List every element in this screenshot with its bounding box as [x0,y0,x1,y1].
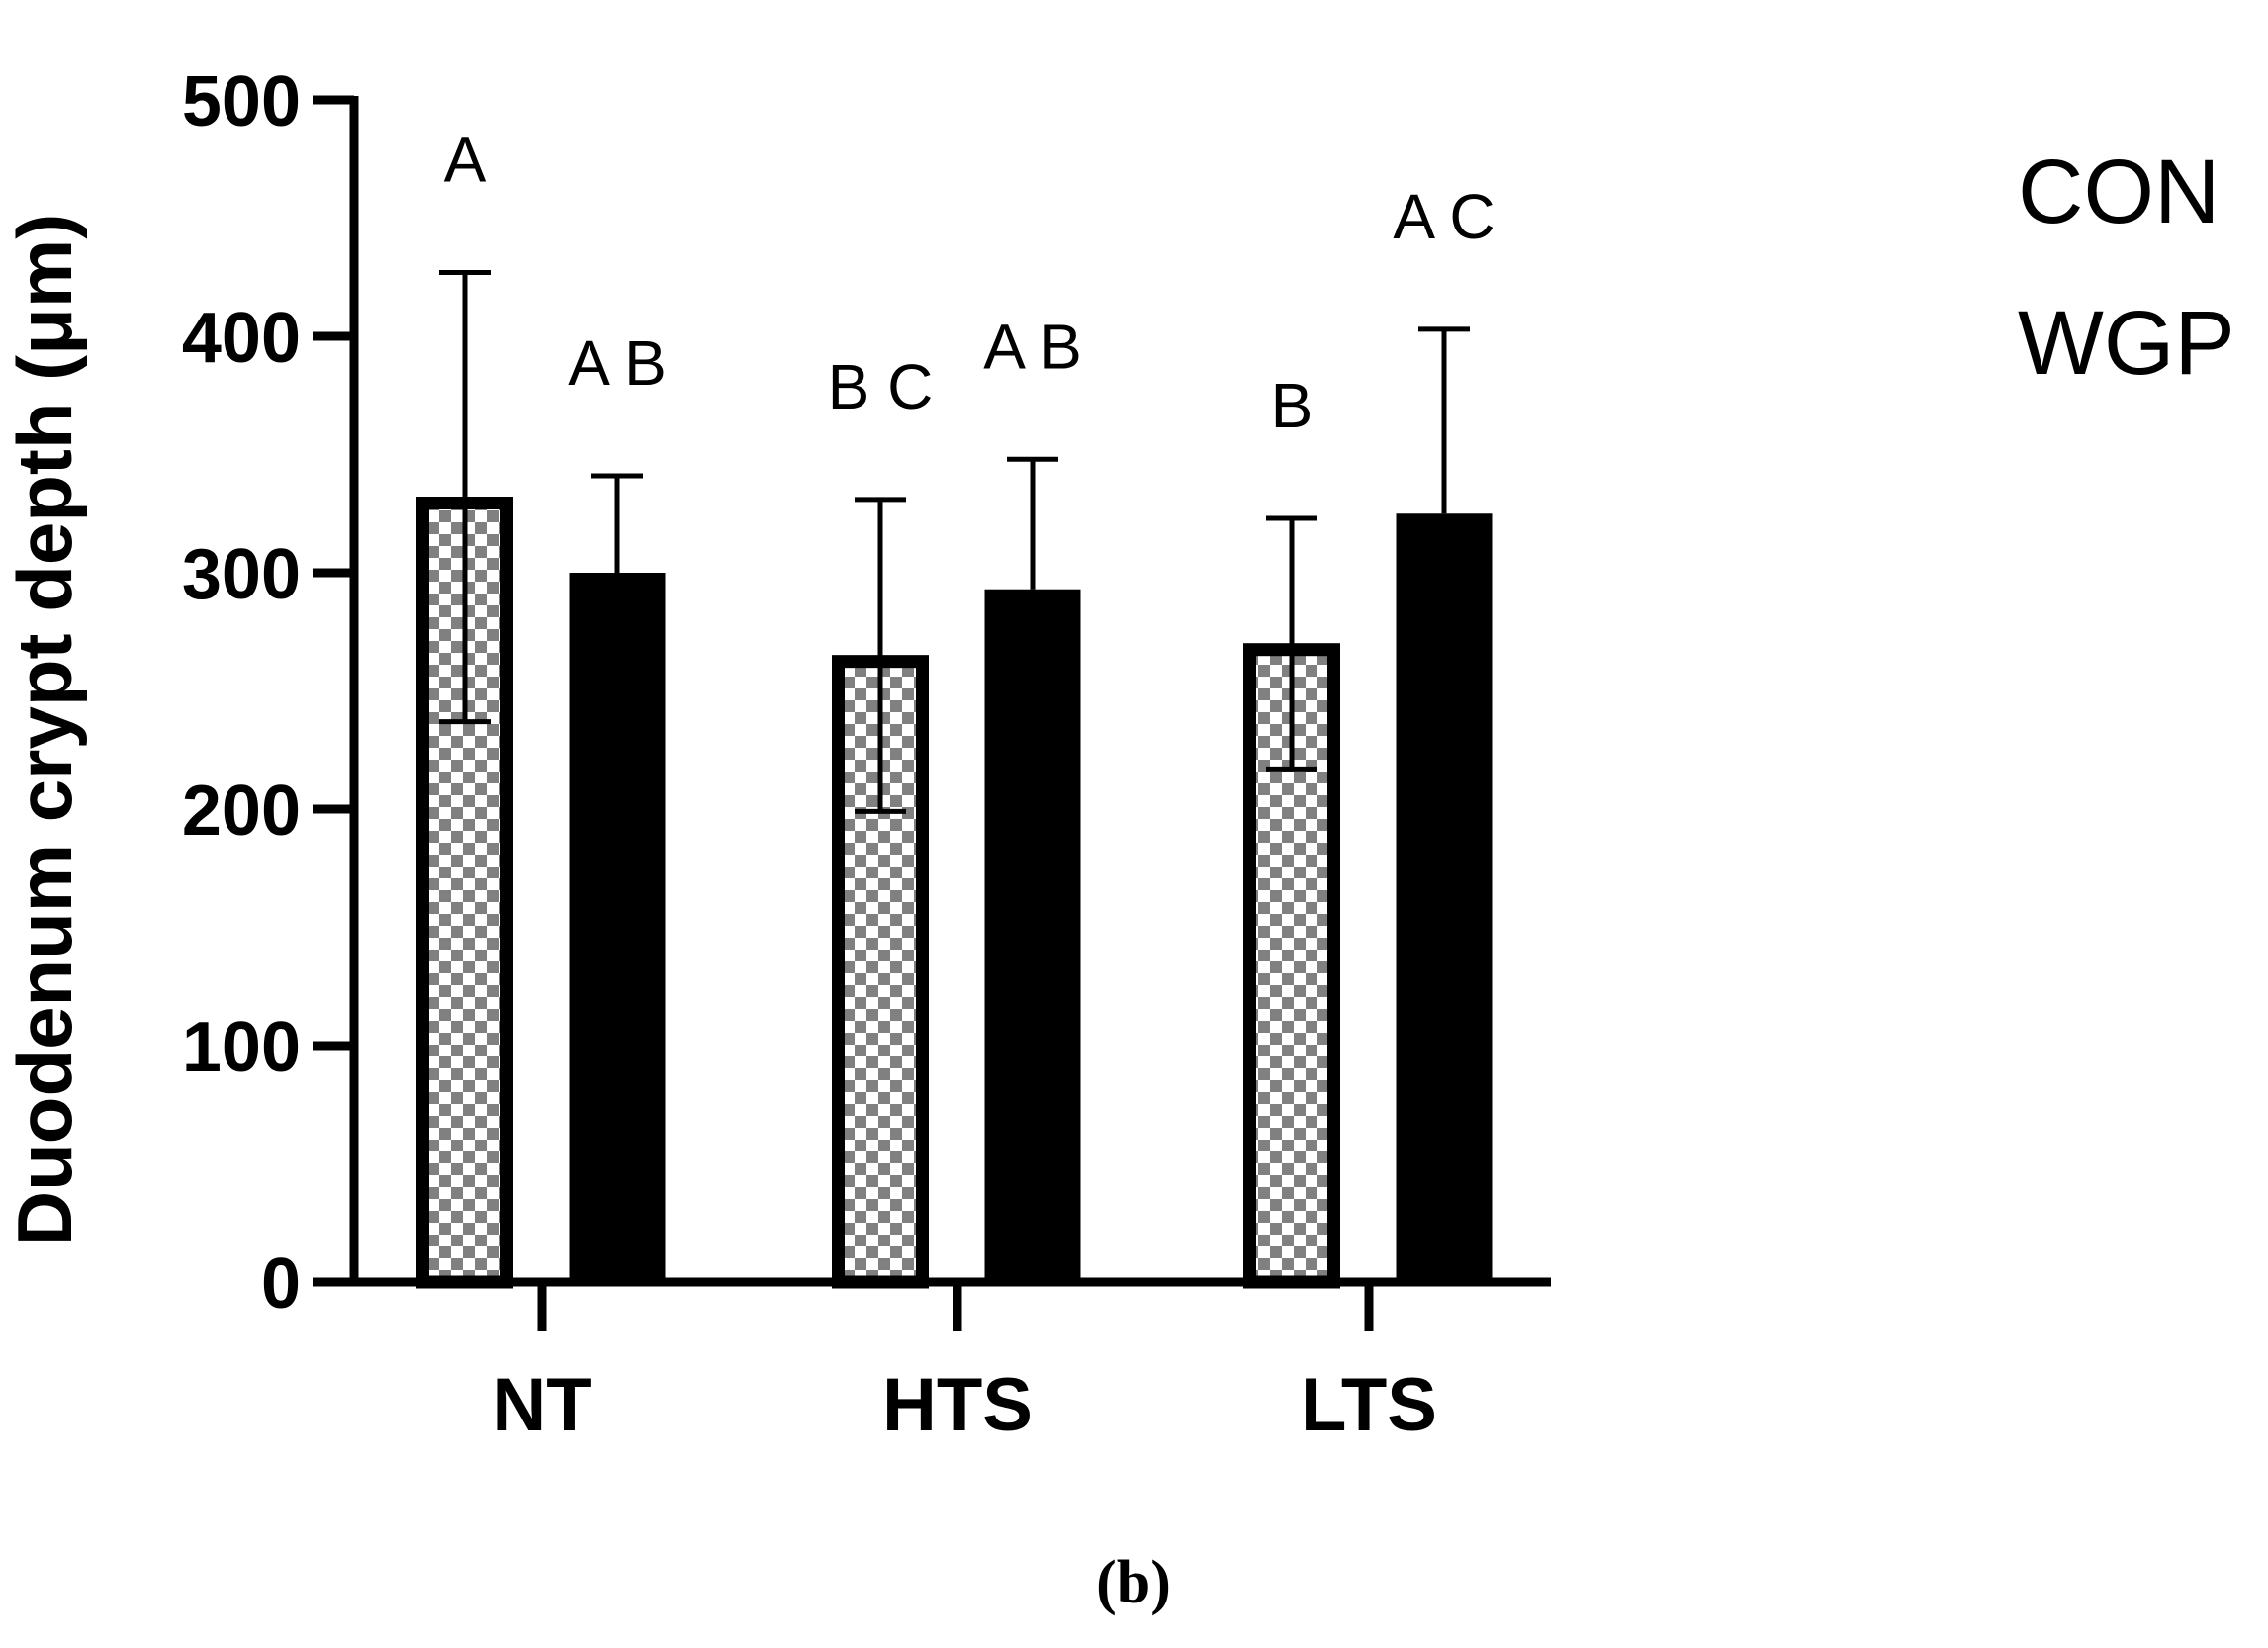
y-tick-label: 200 [182,772,301,851]
bar-wgp [569,573,666,1282]
legend-entry-con: CON [2018,141,2220,242]
x-tick-label: LTS [1301,1363,1437,1447]
error-bars-layer [439,269,1470,814]
axes [349,96,1551,1287]
bars-layer [416,497,1493,1289]
figure-caption: (b) [1096,1549,1171,1616]
significance-letter: A B [983,311,1082,382]
bar-wgp [984,589,1081,1282]
significance-letter: A B [568,327,667,399]
significance-letter: B [1271,370,1314,441]
y-tick-label: 400 [182,299,301,378]
significance-letters-layer: A B C B A B A B A C [444,124,1496,441]
y-tick-label: 300 [182,535,301,614]
y-tick-label: 0 [261,1244,301,1324]
y-axis-ticks: 0 100 200 300 400 500 [182,62,354,1324]
significance-letter: A C [1393,181,1495,252]
x-axis-ticks: NT HTS LTS [492,1282,1437,1447]
y-tick-label: 100 [182,1008,301,1087]
legend: CON WGP [2018,141,2235,394]
y-tick-label: 500 [182,62,301,141]
x-tick-label: HTS [882,1363,1033,1447]
x-tick-label: NT [492,1363,591,1447]
bar-wgp [1396,513,1493,1282]
legend-entry-wgp: WGP [2018,293,2235,394]
significance-letter: A [444,124,487,195]
y-axis-label: Duodenum crypt depth (μm) [1,214,88,1246]
significance-letter: B C [828,351,934,422]
